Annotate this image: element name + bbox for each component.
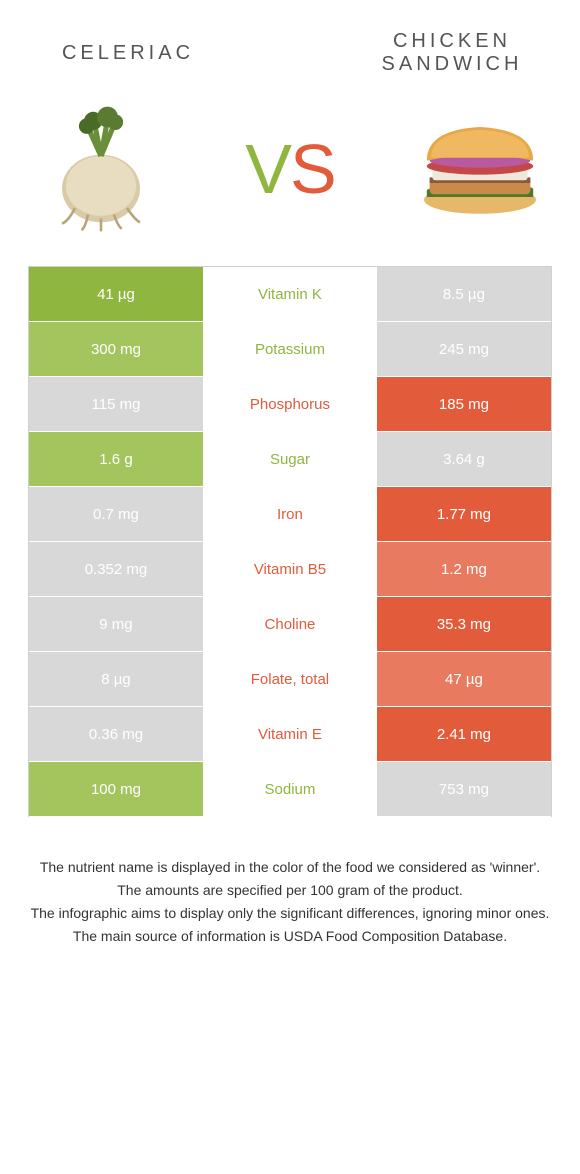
comparison-table: 41 µgVitamin K8.5 µg300 mgPotassium245 m… xyxy=(28,266,552,817)
cell-left-value: 300 mg xyxy=(29,322,203,376)
cell-left-value: 100 mg xyxy=(29,762,203,816)
cell-nutrient-name: Iron xyxy=(203,487,377,541)
table-row: 0.36 mgVitamin E2.41 mg xyxy=(29,707,551,762)
note-line: The infographic aims to display only the… xyxy=(28,903,552,924)
cell-left-value: 0.352 mg xyxy=(29,542,203,596)
notes: The nutrient name is displayed in the co… xyxy=(28,857,552,947)
cell-nutrient-name: Phosphorus xyxy=(203,377,377,431)
cell-nutrient-name: Vitamin K xyxy=(203,267,377,321)
cell-left-value: 8 µg xyxy=(29,652,203,706)
table-row: 9 mgCholine35.3 mg xyxy=(29,597,551,652)
cell-right-value: 753 mg xyxy=(377,762,551,816)
note-line: The nutrient name is displayed in the co… xyxy=(28,857,552,878)
cell-left-value: 115 mg xyxy=(29,377,203,431)
cell-nutrient-name: Potassium xyxy=(203,322,377,376)
cell-left-value: 1.6 g xyxy=(29,432,203,486)
table-row: 1.6 gSugar3.64 g xyxy=(29,432,551,487)
cell-right-value: 1.77 mg xyxy=(377,487,551,541)
cell-right-value: 1.2 mg xyxy=(377,542,551,596)
cell-left-value: 41 µg xyxy=(29,267,203,321)
table-row: 115 mgPhosphorus185 mg xyxy=(29,377,551,432)
cell-left-value: 0.36 mg xyxy=(29,707,203,761)
celeriac-image xyxy=(28,96,173,241)
table-row: 300 mgPotassium245 mg xyxy=(29,322,551,377)
cell-right-value: 47 µg xyxy=(377,652,551,706)
table-row: 8 µgFolate, total47 µg xyxy=(29,652,551,707)
cell-right-value: 185 mg xyxy=(377,377,551,431)
header: CELERIAC CHICKEN SANDWICH xyxy=(28,30,552,76)
table-row: 100 mgSodium753 mg xyxy=(29,762,551,817)
cell-nutrient-name: Sugar xyxy=(203,432,377,486)
cell-right-value: 3.64 g xyxy=(377,432,551,486)
table-row: 41 µgVitamin K8.5 µg xyxy=(29,267,551,322)
cell-nutrient-name: Sodium xyxy=(203,762,377,816)
vs-v: V xyxy=(245,130,290,208)
images-row: VS xyxy=(28,96,552,241)
table-row: 0.7 mgIron1.77 mg xyxy=(29,487,551,542)
cell-left-value: 0.7 mg xyxy=(29,487,203,541)
vs-s: S xyxy=(290,130,335,208)
cell-nutrient-name: Vitamin E xyxy=(203,707,377,761)
cell-nutrient-name: Vitamin B5 xyxy=(203,542,377,596)
cell-right-value: 8.5 µg xyxy=(377,267,551,321)
cell-right-value: 2.41 mg xyxy=(377,707,551,761)
title-right: CHICKEN SANDWICH xyxy=(352,30,552,76)
title-left: CELERIAC xyxy=(28,42,228,65)
note-line: The amounts are specified per 100 gram o… xyxy=(28,880,552,901)
cell-right-value: 35.3 mg xyxy=(377,597,551,651)
cell-nutrient-name: Choline xyxy=(203,597,377,651)
sandwich-image xyxy=(407,96,552,241)
note-line: The main source of information is USDA F… xyxy=(28,926,552,947)
cell-left-value: 9 mg xyxy=(29,597,203,651)
cell-nutrient-name: Folate, total xyxy=(203,652,377,706)
cell-right-value: 245 mg xyxy=(377,322,551,376)
vs-label: VS xyxy=(245,129,334,209)
table-row: 0.352 mgVitamin B51.2 mg xyxy=(29,542,551,597)
